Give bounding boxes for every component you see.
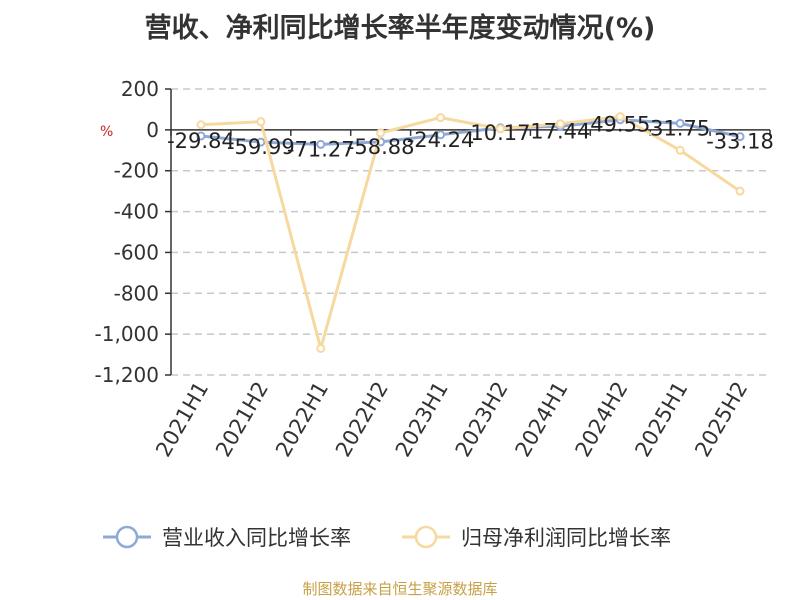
data-point bbox=[436, 130, 446, 140]
y-tick-label: 200 bbox=[121, 77, 159, 101]
x-tick-label: 2025H1 bbox=[630, 378, 692, 462]
data-point bbox=[555, 119, 565, 129]
legend-marker bbox=[414, 525, 438, 549]
y-tick-label: -600 bbox=[114, 240, 159, 264]
data-point bbox=[495, 124, 505, 134]
data-label: -33.18 bbox=[706, 130, 774, 154]
x-tick-label: 2022H1 bbox=[271, 378, 333, 462]
y-tick-label: -1,000 bbox=[95, 322, 159, 346]
x-tick-label: 2021H1 bbox=[151, 378, 213, 462]
data-point bbox=[735, 186, 745, 196]
data-point bbox=[256, 117, 266, 127]
legend-marker bbox=[115, 525, 139, 549]
x-tick-label: 2024H2 bbox=[570, 378, 632, 462]
data-point bbox=[675, 118, 685, 128]
data-point bbox=[735, 132, 745, 142]
data-point bbox=[316, 139, 326, 149]
x-tick-label: 2025H2 bbox=[690, 378, 752, 462]
data-label: -71.27 bbox=[287, 137, 355, 161]
source-note: 制图数据来自恒生聚源数据库 bbox=[302, 580, 498, 598]
y-axis-unit: % bbox=[100, 124, 113, 140]
data-label: 49.55 bbox=[590, 113, 650, 137]
y-tick-label: -200 bbox=[114, 159, 159, 183]
data-point bbox=[675, 145, 685, 155]
data-point bbox=[316, 343, 326, 353]
series-line-2 bbox=[200, 115, 741, 350]
data-label: -59.99 bbox=[227, 135, 295, 159]
legend: 营业收入同比增长率 归母净利润同比增长率 bbox=[103, 525, 671, 550]
data-label: 31.75 bbox=[650, 116, 710, 140]
data-label: -29.84 bbox=[167, 129, 235, 153]
y-tick-label: -400 bbox=[114, 200, 159, 224]
data-point bbox=[436, 113, 446, 123]
data-point bbox=[196, 131, 206, 141]
legend-label: 营业收入同比增长率 bbox=[162, 526, 351, 550]
data-point bbox=[256, 137, 266, 147]
data-label: 10.17 bbox=[470, 121, 530, 145]
chart-title: 营收、净利同比增长率半年度变动情况(%) bbox=[144, 13, 656, 44]
grid-lines bbox=[171, 88, 770, 376]
x-tick-label: 2022H2 bbox=[331, 378, 393, 462]
data-point bbox=[196, 120, 206, 130]
y-tick-label: 0 bbox=[146, 118, 159, 142]
x-tick-label: 2023H2 bbox=[451, 378, 513, 462]
legend-label: 归母净利润同比增长率 bbox=[461, 526, 671, 550]
data-label: -24.24 bbox=[407, 128, 475, 152]
y-tick-label: -1,200 bbox=[95, 363, 159, 387]
data-label: 17.44 bbox=[530, 119, 590, 143]
x-tick-label: 2023H1 bbox=[391, 378, 453, 462]
y-tick-label: -800 bbox=[114, 281, 159, 305]
data-label: -58.88 bbox=[347, 135, 415, 159]
data-point bbox=[376, 128, 386, 138]
data-point bbox=[615, 112, 625, 122]
series-layer bbox=[196, 112, 745, 353]
series-line-1 bbox=[200, 118, 741, 146]
x-tick-label: 2024H1 bbox=[511, 378, 573, 462]
x-tick-label: 2021H2 bbox=[211, 378, 273, 462]
